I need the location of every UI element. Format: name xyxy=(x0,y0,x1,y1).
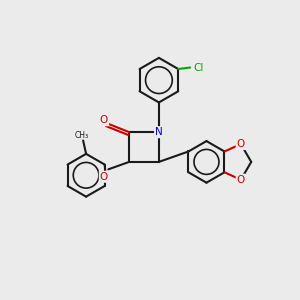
Text: N: N xyxy=(155,127,163,137)
Text: O: O xyxy=(100,115,108,125)
Text: Cl: Cl xyxy=(193,62,203,73)
Text: CH₃: CH₃ xyxy=(75,130,89,140)
Text: O: O xyxy=(237,175,245,185)
Text: O: O xyxy=(237,139,245,149)
Text: O: O xyxy=(100,172,108,182)
